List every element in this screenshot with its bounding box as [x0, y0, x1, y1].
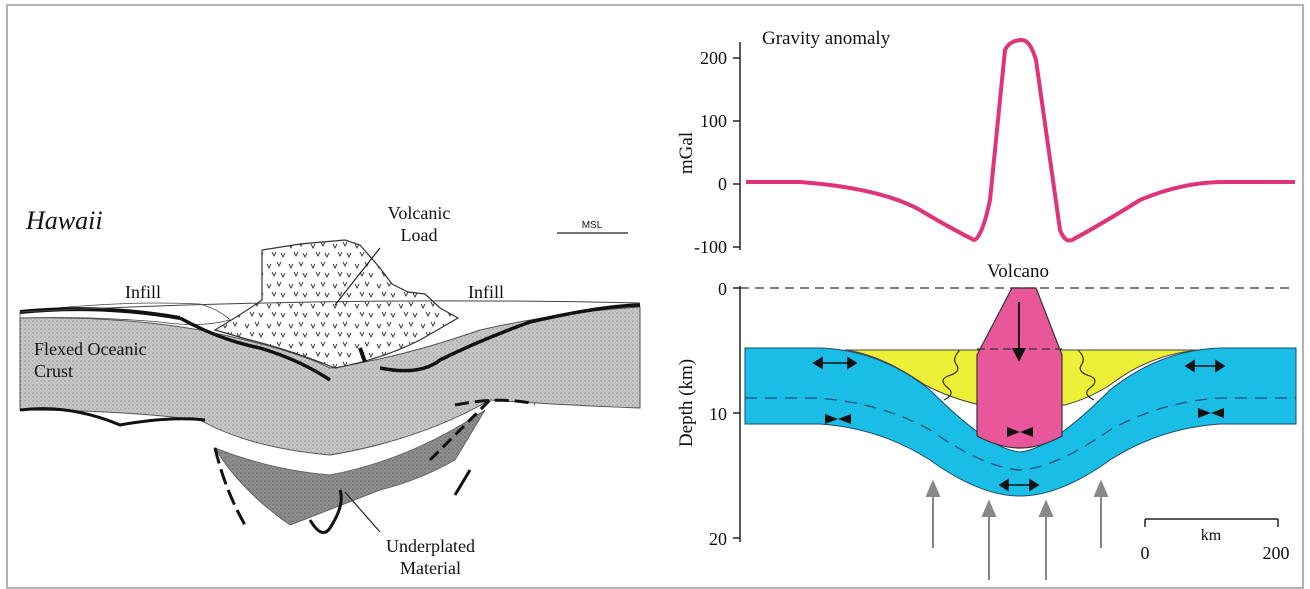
volcanic-load-leader: [334, 247, 381, 306]
frame-border: [6, 4, 1304, 589]
infill-left-label: Infill: [125, 282, 161, 302]
flexed-crust-label-line1: Flexed Oceanic: [34, 339, 146, 359]
flexed-oceanic-crust: [19, 306, 641, 456]
scale-bar-start: 0: [1141, 543, 1150, 563]
reflector-line: [358, 347, 367, 363]
underplated-label-line2: Material: [400, 558, 461, 578]
infill-squiggle: [942, 349, 961, 401]
hawaii-cross-section: [19, 232, 641, 534]
volcano-label: Volcano: [987, 261, 1049, 282]
extension-arrows: [812, 356, 1226, 492]
moho-dashed: [213, 447, 247, 526]
depth-panel: [733, 286, 1297, 580]
gravity-ytick-label: 100: [700, 111, 727, 131]
msl-label: MSL: [582, 220, 603, 231]
scale-bar-end: 200: [1263, 543, 1290, 563]
scale-bar-unit: km: [1201, 527, 1222, 544]
infill-right-label: Infill: [468, 282, 504, 302]
mantle-upwelling-arrows: [925, 479, 1109, 580]
depth-ytick-label: 20: [709, 529, 727, 549]
gravity-ylabel: mGal: [676, 132, 697, 174]
reflector-line: [19, 407, 206, 427]
underplated-leader: [344, 491, 381, 533]
depth-ylabel: Depth (km): [676, 359, 697, 447]
load-arrowhead: [1012, 348, 1026, 362]
reflector-line: [454, 398, 536, 407]
moho-dashed: [428, 398, 492, 462]
gravity-ytick-label: 200: [700, 48, 727, 68]
depth-ytick-label: 10: [709, 404, 727, 424]
underplated-material: [213, 409, 486, 526]
volcanic-load-label-line1: Volcanic: [388, 203, 451, 223]
neutral-axis-dashed: [745, 397, 1296, 471]
flexed-crust-label-line2: Crust: [34, 361, 73, 381]
gravity-panel: [733, 38, 1295, 250]
gravity-title: Gravity anomaly: [762, 28, 891, 49]
underplated-label-line1: Underplated: [386, 536, 475, 556]
moho-line: [453, 469, 472, 496]
depth-ytick-label: 0: [718, 279, 727, 299]
gravity-ytick-label: -100: [694, 237, 727, 257]
panel-title: Hawaii: [25, 206, 103, 235]
compression-arrows: [825, 408, 1224, 437]
reflector-line: [379, 303, 641, 373]
volcanic-load-label-line2: Load: [401, 225, 438, 245]
elastic-crust: [744, 347, 1297, 497]
infill-squiggle: [1077, 349, 1096, 401]
gravity-ytick-label: 0: [718, 174, 727, 194]
reflector-line: [19, 307, 181, 320]
gravity-anomaly-curve: [746, 38, 1295, 243]
reflector-line: [179, 316, 331, 382]
sea-floor: [19, 300, 641, 313]
volcano-body: [976, 287, 1063, 449]
moho-line: [308, 489, 343, 534]
